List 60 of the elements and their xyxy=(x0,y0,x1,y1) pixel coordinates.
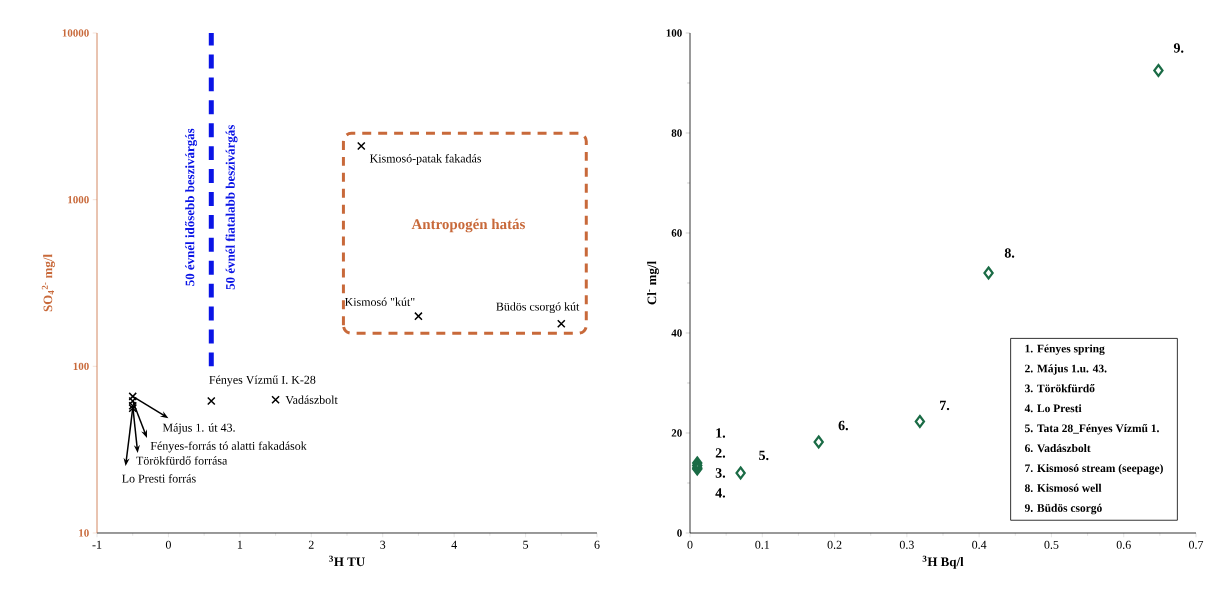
annotation: Május 1. út 43. xyxy=(162,423,235,435)
x-tick-label: 0.5 xyxy=(1044,540,1059,549)
y-tick-label: 100 xyxy=(666,29,682,37)
annotation: 8. Kismosó well xyxy=(1024,483,1102,492)
y-axis-title: SO$_{4}$$^{2-}$ mg/l xyxy=(41,254,55,312)
x-axis-title: $^{3}$H Bq/l xyxy=(922,555,964,569)
x-tick-label: 0.7 xyxy=(1188,540,1204,549)
annotation: Kismosó-patak fakadás xyxy=(369,153,482,165)
annotation: 1. Fényes spring xyxy=(1025,344,1105,355)
annotation: 9. Büdös csorgó xyxy=(1024,503,1102,515)
ref-line-label: 50 évnél idősebb beszivárgás xyxy=(185,128,198,286)
annotation: 5. xyxy=(759,450,769,461)
x-tick-label: 0.1 xyxy=(755,540,770,549)
y-tick-label: 10 xyxy=(79,529,89,537)
annotation: Fényes Vízmű I. K-28 xyxy=(209,375,316,387)
annotation: 1. xyxy=(716,428,726,438)
x-tick-label: 5 xyxy=(523,540,529,549)
annotation: 4. Lo Presti xyxy=(1024,404,1082,413)
x-tick-label: 0 xyxy=(165,540,171,549)
y-axis-title: Cl$^{-}$ mg/l xyxy=(647,261,659,305)
annotation: Kismosó "kút" xyxy=(344,297,415,306)
x-tick-label: 6 xyxy=(594,540,600,549)
y-tick-label: 60 xyxy=(671,229,682,237)
x-axis-title: $^{3}$H TU xyxy=(329,555,365,567)
x-tick-label: 0.3 xyxy=(899,540,914,549)
x-tick-label: 0.4 xyxy=(972,540,987,549)
y-tick-label: 0 xyxy=(677,529,682,537)
x-tick-label: 2 xyxy=(308,540,314,549)
y-tick-label: 1000 xyxy=(68,195,89,204)
x-tick-label: 0 xyxy=(687,540,693,549)
annotation: 2. Május 1.u. 43. xyxy=(1025,364,1107,375)
x-tick-label: 3 xyxy=(380,540,386,549)
annotation: 7. xyxy=(940,400,950,411)
annotation: 3. xyxy=(715,468,726,478)
annotation: 7. Kismosó stream (seepage) xyxy=(1025,463,1163,475)
annotation: Vadászbolt xyxy=(285,395,338,405)
x-tick-label: 0.2 xyxy=(827,540,842,549)
y-tick-label: 80 xyxy=(671,129,682,137)
annotation: 6. Vadászbolt xyxy=(1024,444,1091,453)
x-tick-label: 1 xyxy=(237,540,243,549)
annotation: Büdös csorgó kút xyxy=(496,302,580,314)
annotation: Antropogén hatás xyxy=(411,218,525,233)
x-tick-label: 0.6 xyxy=(1116,540,1131,549)
x-tick-label: 4 xyxy=(451,540,457,549)
y-tick-label: 10000 xyxy=(62,29,89,37)
annotation: Lo Presti forrás xyxy=(122,474,196,483)
annotation: 6. xyxy=(838,420,848,431)
annotation: 2. xyxy=(715,448,726,458)
annotation: 50 évnél fiatalabb beszivárgás xyxy=(225,125,238,290)
y-tick-label: 100 xyxy=(73,362,89,371)
annotation: 4. xyxy=(715,488,726,498)
y-tick-label: 20 xyxy=(671,429,682,437)
annotation: 3. Törökfürdő xyxy=(1025,384,1095,393)
annotation: Fényes-forrás tó alatti fakadások xyxy=(150,441,307,453)
annotation: 9. xyxy=(1173,43,1184,53)
annotation: 5. Tata 28_Fényes Vízmű 1. xyxy=(1025,423,1159,435)
y-tick-label: 40 xyxy=(671,329,682,337)
x-tick-label: -1 xyxy=(92,540,102,549)
annotation: Törökfürdő forrása xyxy=(136,456,228,465)
annotation: 8. xyxy=(1004,248,1015,258)
